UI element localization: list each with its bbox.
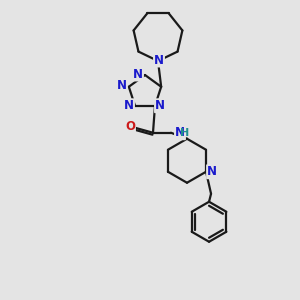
Text: O: O [125,120,135,133]
Text: N: N [155,99,165,112]
Text: H: H [180,128,190,138]
Text: N: N [124,99,134,112]
Text: N: N [207,165,217,178]
Text: N: N [154,53,164,67]
Text: N: N [117,79,127,92]
Text: N: N [133,68,143,80]
Text: N: N [175,126,185,139]
